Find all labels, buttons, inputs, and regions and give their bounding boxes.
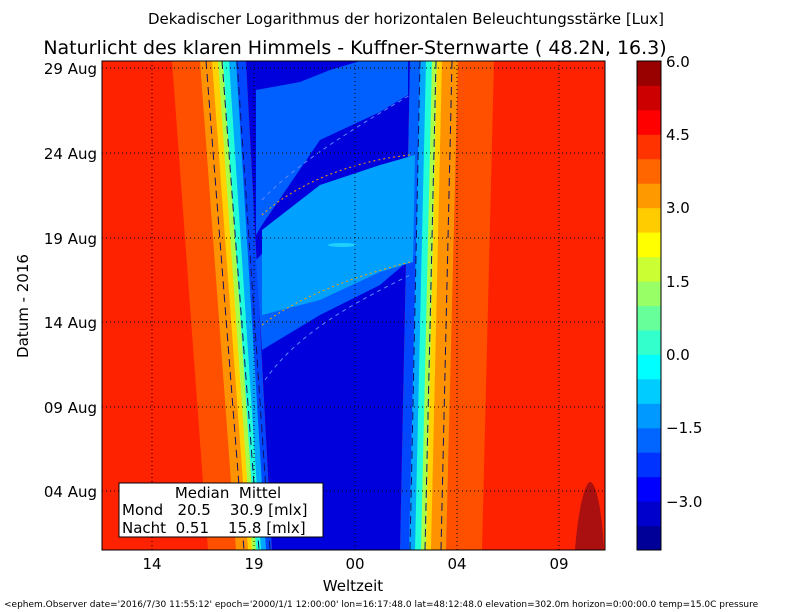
x-axis: 14 19 00 04 09 Weltzeit	[142, 555, 568, 595]
stats-row-mond: Mond 20.5 30.9 [mlx]	[122, 501, 307, 519]
colorbar-level	[637, 158, 661, 184]
x-tick-label: 14	[142, 555, 161, 573]
x-tick-label: 19	[244, 555, 263, 573]
colorbar-tick-label: −1.5	[666, 419, 702, 437]
dusk-band	[229, 61, 267, 550]
dawn-band	[425, 61, 442, 550]
twilight-line	[409, 60, 421, 551]
colorbar-level	[637, 305, 661, 331]
colorbar-level	[637, 427, 661, 453]
moon-outline	[261, 154, 411, 326]
colorbar-level	[637, 354, 661, 380]
colorbar-level	[637, 501, 661, 527]
plot-frame	[101, 60, 606, 551]
colorbar-level	[637, 403, 661, 429]
y-tick-label: 29 Aug	[44, 60, 97, 78]
colorbar-level	[637, 256, 661, 282]
colorbar-tick-label: 3.0	[666, 199, 690, 217]
y-tick-label: 24 Aug	[44, 145, 97, 163]
y-axis-label: Datum - 2016	[14, 254, 32, 358]
twilight-line	[424, 60, 437, 551]
twilight-line	[205, 60, 245, 551]
colorbar-tick-label: 6.0	[666, 53, 690, 71]
peak-region	[575, 482, 604, 550]
colorbar-level	[637, 134, 661, 160]
grid	[102, 61, 605, 550]
colorbar-level	[637, 378, 661, 404]
y-tick-label: 04 Aug	[44, 483, 97, 501]
y-tick-label: 19 Aug	[44, 230, 97, 248]
colorbar-level	[637, 85, 661, 111]
stats-table: Median Mittel Mond 20.5 30.9 [mlx] Nacht…	[118, 482, 324, 538]
colorbar-level	[637, 525, 661, 551]
colorbar-tick-label: 4.5	[666, 126, 690, 144]
dusk-band	[200, 61, 250, 550]
dawn-band	[445, 61, 494, 550]
moonlit-region	[256, 61, 408, 235]
colorbar-level	[637, 207, 661, 233]
chart-title: Naturlicht des klaren Himmels - Kuffner-…	[43, 37, 666, 59]
dawn-band	[414, 61, 432, 550]
colorbar-level	[637, 183, 661, 209]
y-tick-label: 14 Aug	[44, 314, 97, 332]
twilight-line	[221, 60, 260, 551]
x-tick-label: 00	[345, 555, 364, 573]
y-tick-label: 09 Aug	[44, 399, 97, 417]
plot-area	[101, 60, 606, 551]
x-tick-label: 09	[549, 555, 568, 573]
moonlit-core	[262, 155, 415, 315]
dawn-band	[430, 61, 458, 550]
x-tick-label: 04	[447, 555, 466, 573]
y-axis: 04 Aug 09 Aug 14 Aug 19 Aug 24 Aug 29 Au…	[14, 60, 97, 501]
footer-note: <ephem.Observer date='2016/7/30 11:55:12…	[4, 600, 759, 610]
colorbar-level	[637, 232, 661, 258]
colorbar-level	[637, 452, 661, 478]
colorbar-tick-label: −3.0	[666, 493, 702, 511]
x-axis-label: Weltzeit	[323, 577, 383, 595]
moon-outline	[261, 94, 411, 381]
stats-header: Median Mittel	[175, 484, 281, 502]
colorbar-level	[637, 281, 661, 306]
dusk-band	[223, 61, 262, 550]
stats-row-nacht: Nacht 0.51 15.8 [mlx]	[122, 519, 306, 537]
suptitle: Dekadischer Logarithmus der horizontalen…	[148, 10, 664, 28]
colorbar: 6.0 4.5 3.0 1.5 0.0 −1.5 −3.0	[636, 53, 702, 551]
moon-spot	[328, 243, 356, 247]
colorbar-level	[637, 476, 661, 502]
colorbar-level	[637, 109, 661, 135]
colorbar-level	[637, 329, 661, 355]
colorbar-tick-label: 0.0	[666, 346, 690, 364]
colorbar-level	[637, 61, 661, 86]
colorbar-tick-label: 1.5	[666, 273, 690, 291]
twilight-line	[440, 60, 453, 551]
twilight-line	[236, 60, 271, 551]
